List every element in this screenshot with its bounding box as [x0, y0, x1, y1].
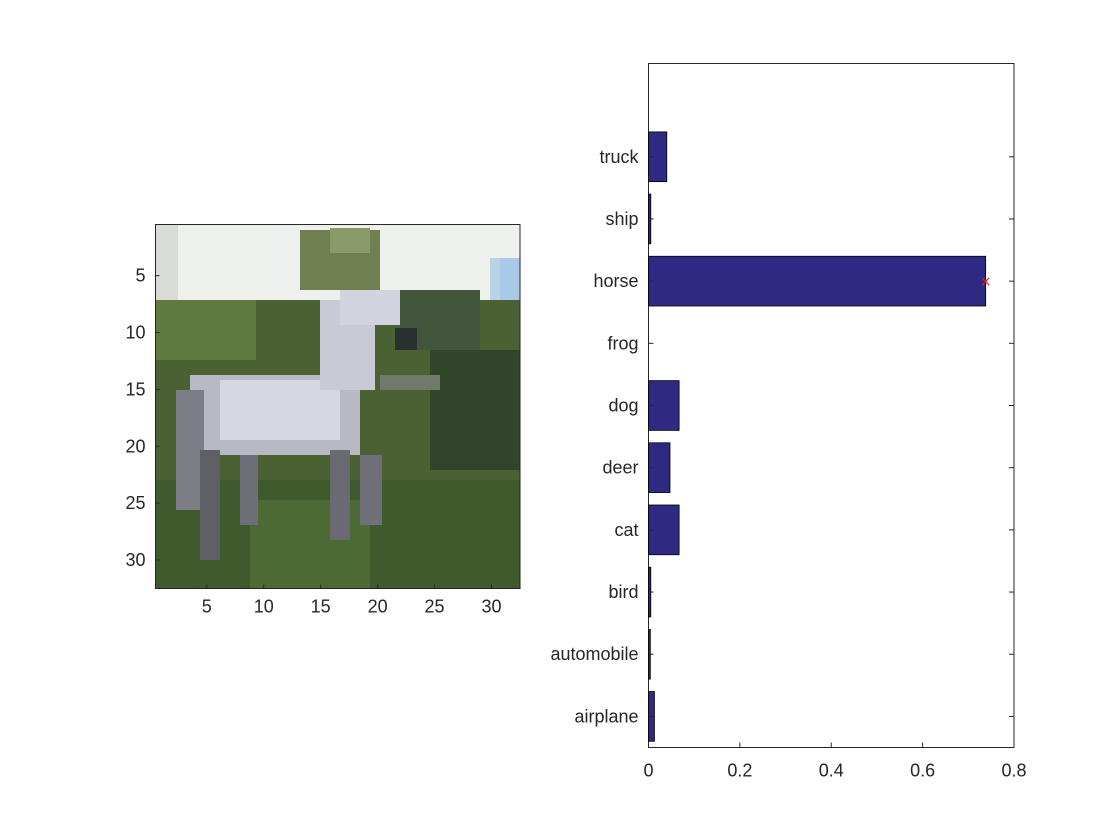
- image-x-tick-label: 10: [254, 597, 274, 617]
- image-y-tick-label: 25: [125, 493, 145, 513]
- bar-dog: [648, 380, 680, 431]
- image-y-tick-label: 15: [125, 379, 145, 399]
- category-label-deer: deer: [602, 458, 638, 478]
- category-label-automobile: automobile: [550, 644, 638, 664]
- image-panel: 5 10 15 20 25 30 5 10 15 20 25 30: [125, 224, 521, 617]
- image-x-tick-label: 30: [482, 597, 502, 617]
- image-y-ticks: 5 10 15 20 25 30: [125, 266, 160, 570]
- category-label-ship: ship: [605, 209, 638, 229]
- plot-area: [648, 63, 1015, 748]
- x-tick-label: 0.2: [727, 761, 752, 781]
- image-y-tick-label: 5: [135, 266, 145, 286]
- prediction-marker: ×: [980, 274, 992, 290]
- x-tick-label: 0: [643, 761, 653, 781]
- category-label-airplane: airplane: [574, 706, 638, 726]
- horse-image: [156, 225, 520, 588]
- bar-horse: [648, 255, 987, 307]
- image-y-tick-label: 20: [125, 436, 145, 456]
- x-tick-label: 0.8: [1001, 761, 1026, 781]
- bar-cat: [648, 504, 680, 556]
- x-tick-label: 0.4: [819, 761, 844, 781]
- category-labels: airplane automobile bird cat deer dog frog hors…: [550, 147, 1014, 726]
- image-y-tick-label: 30: [125, 550, 145, 570]
- x-tick-label: 0.6: [910, 761, 935, 781]
- category-label-dog: dog: [608, 396, 638, 416]
- category-label-truck: truck: [599, 147, 639, 167]
- x-axis-ticks: 0 0.2 0.4 0.6 0.8: [643, 742, 1027, 781]
- category-label-frog: frog: [607, 333, 638, 353]
- category-label-horse: horse: [593, 271, 638, 291]
- image-x-tick-label: 25: [425, 597, 445, 617]
- image-x-tick-label: 5: [202, 597, 212, 617]
- image-x-ticks: 5 10 15 20 25 30: [202, 584, 502, 617]
- bars: [648, 131, 987, 742]
- bar-chart: airplane automobile bird cat deer dog frog hors…: [550, 63, 1027, 781]
- category-label-cat: cat: [614, 520, 638, 540]
- image-x-tick-label: 20: [368, 597, 388, 617]
- category-label-bird: bird: [608, 582, 638, 602]
- image-y-tick-label: 10: [125, 323, 145, 343]
- marker-layer: ×: [980, 274, 992, 290]
- image-x-tick-label: 15: [311, 597, 331, 617]
